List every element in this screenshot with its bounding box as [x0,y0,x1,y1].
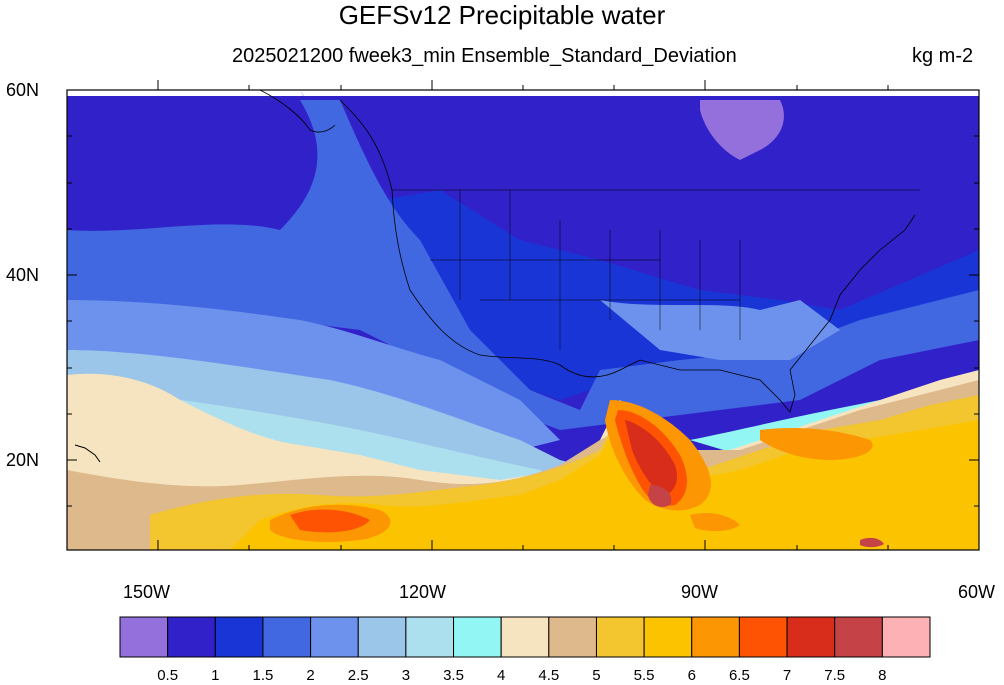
colorbar-swatch [310,616,359,658]
colorbar-label: 7.5 [824,667,846,684]
colorbar-swatch [167,616,216,658]
lat-label-20n: 20N [6,450,40,470]
colorbar-label: 1 [211,667,220,684]
colorbar-swatch [738,616,788,658]
lon-label-150w: 150W [123,582,171,602]
colorbar-label: 4 [497,667,506,684]
colorbar-label: 4.5 [538,667,560,684]
map-subtitle: 2025021200 fweek3_min Ensemble_Standard_… [232,45,737,67]
coastlines [74,90,920,463]
colorbar-swatch [357,616,407,658]
colorbar-label: 2 [306,667,315,684]
units-label: kg m-2 [912,45,974,67]
lat-label-60n: 60N [6,80,40,100]
colorbar-label: 3 [401,667,411,684]
colorbar-label: 2.5 [347,667,369,684]
colorbar-label: 5.5 [633,667,655,684]
colorbar-swatch [595,616,645,658]
colorbar-swatch [643,616,693,658]
colorbar [119,616,931,658]
colorbar-label: 5 [592,667,601,684]
colorbar-swatch [834,616,883,658]
colorbar-swatch [881,616,931,658]
colorbar-label: 0.5 [157,667,179,684]
colorbar-swatch [405,616,455,658]
colorbar-swatch [119,616,169,658]
lon-label-60w: 60W [958,582,996,602]
lon-label-120w: 120W [399,582,447,602]
colorbar-label: 1.5 [252,667,274,684]
colorbar-label: 6.5 [728,667,750,684]
colorbar-label: 8 [878,667,887,684]
colorbar-swatch [786,616,836,658]
precip-field [67,90,979,550]
colorbar-swatch [691,616,740,658]
colorbar-swatch [500,616,550,658]
colorbar-label: 7 [782,667,792,684]
lat-label-40n: 40N [6,265,40,285]
lon-label-90w: 90W [681,582,719,602]
colorbar-swatch [453,616,502,658]
colorbar-label: 6 [687,667,696,684]
colorbar-label: 3.5 [443,667,464,684]
map-title: GEFSv12 Precipitable water [338,0,666,30]
colorbar-swatch [548,616,597,658]
axis-ticks [67,80,980,550]
colorbar-swatch [214,616,264,658]
colorbar-swatch [262,616,312,658]
